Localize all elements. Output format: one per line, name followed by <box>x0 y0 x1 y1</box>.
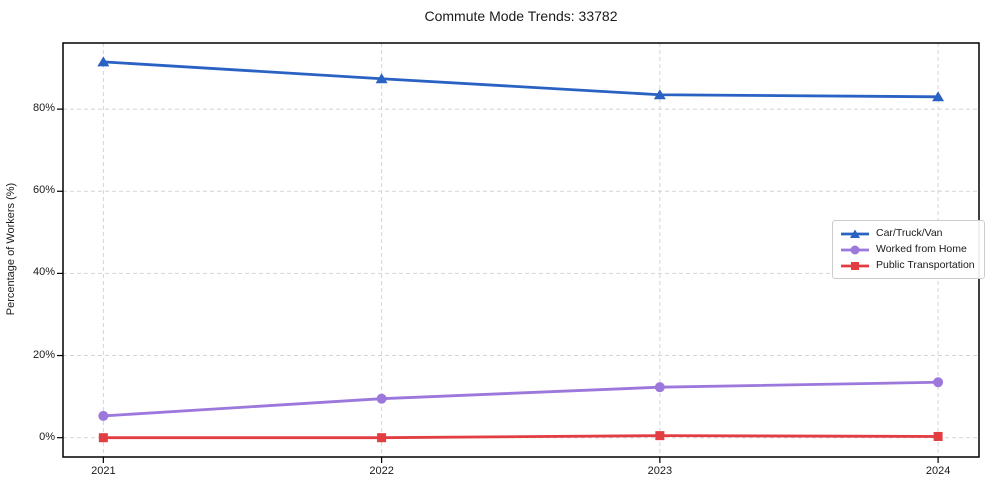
square-marker <box>933 431 943 441</box>
y-tick-label: 60% <box>32 184 55 197</box>
legend-item: Worked from Home <box>840 242 975 257</box>
square-marker <box>655 431 665 441</box>
series-line <box>101 380 940 418</box>
legend-label: Worked from Home <box>876 243 967 255</box>
legend-item: Public Transportation <box>840 258 975 273</box>
series-line <box>101 60 940 99</box>
legend-label: Public Transportation <box>876 259 975 271</box>
y-tick-label: 40% <box>32 266 55 279</box>
legend-item: Car/Truck/Van <box>840 226 975 241</box>
legend-label: Car/Truck/Van <box>876 227 943 239</box>
legend-circle-sample-icon <box>841 245 869 254</box>
circle-marker <box>654 382 665 393</box>
legend: Car/Truck/Van Worked from Home Public Tran… <box>832 220 985 279</box>
circle-marker <box>933 377 944 388</box>
x-tick-label: 2024 <box>925 465 951 477</box>
triangle-marker <box>932 91 945 102</box>
circle-marker <box>98 410 109 421</box>
y-tick-label: 0% <box>39 430 55 443</box>
triangle-marker <box>97 56 110 67</box>
triangle-marker <box>375 73 388 84</box>
legend-square-sample-icon <box>841 261 869 270</box>
triangle-marker <box>653 89 666 100</box>
x-tick-label: 2023 <box>647 465 673 477</box>
circle-marker <box>376 393 387 404</box>
y-tick-label: 80% <box>32 102 55 115</box>
y-tick-label: 20% <box>32 348 55 361</box>
square-marker <box>377 433 387 443</box>
x-tick-label: 2021 <box>91 465 116 477</box>
legend-triangle-sample-icon <box>841 229 869 238</box>
chart-title: Commute Mode Trends: 33782 <box>424 8 618 24</box>
series-line <box>101 434 940 440</box>
x-tick-label: 2022 <box>369 465 394 477</box>
square-marker <box>98 433 108 443</box>
